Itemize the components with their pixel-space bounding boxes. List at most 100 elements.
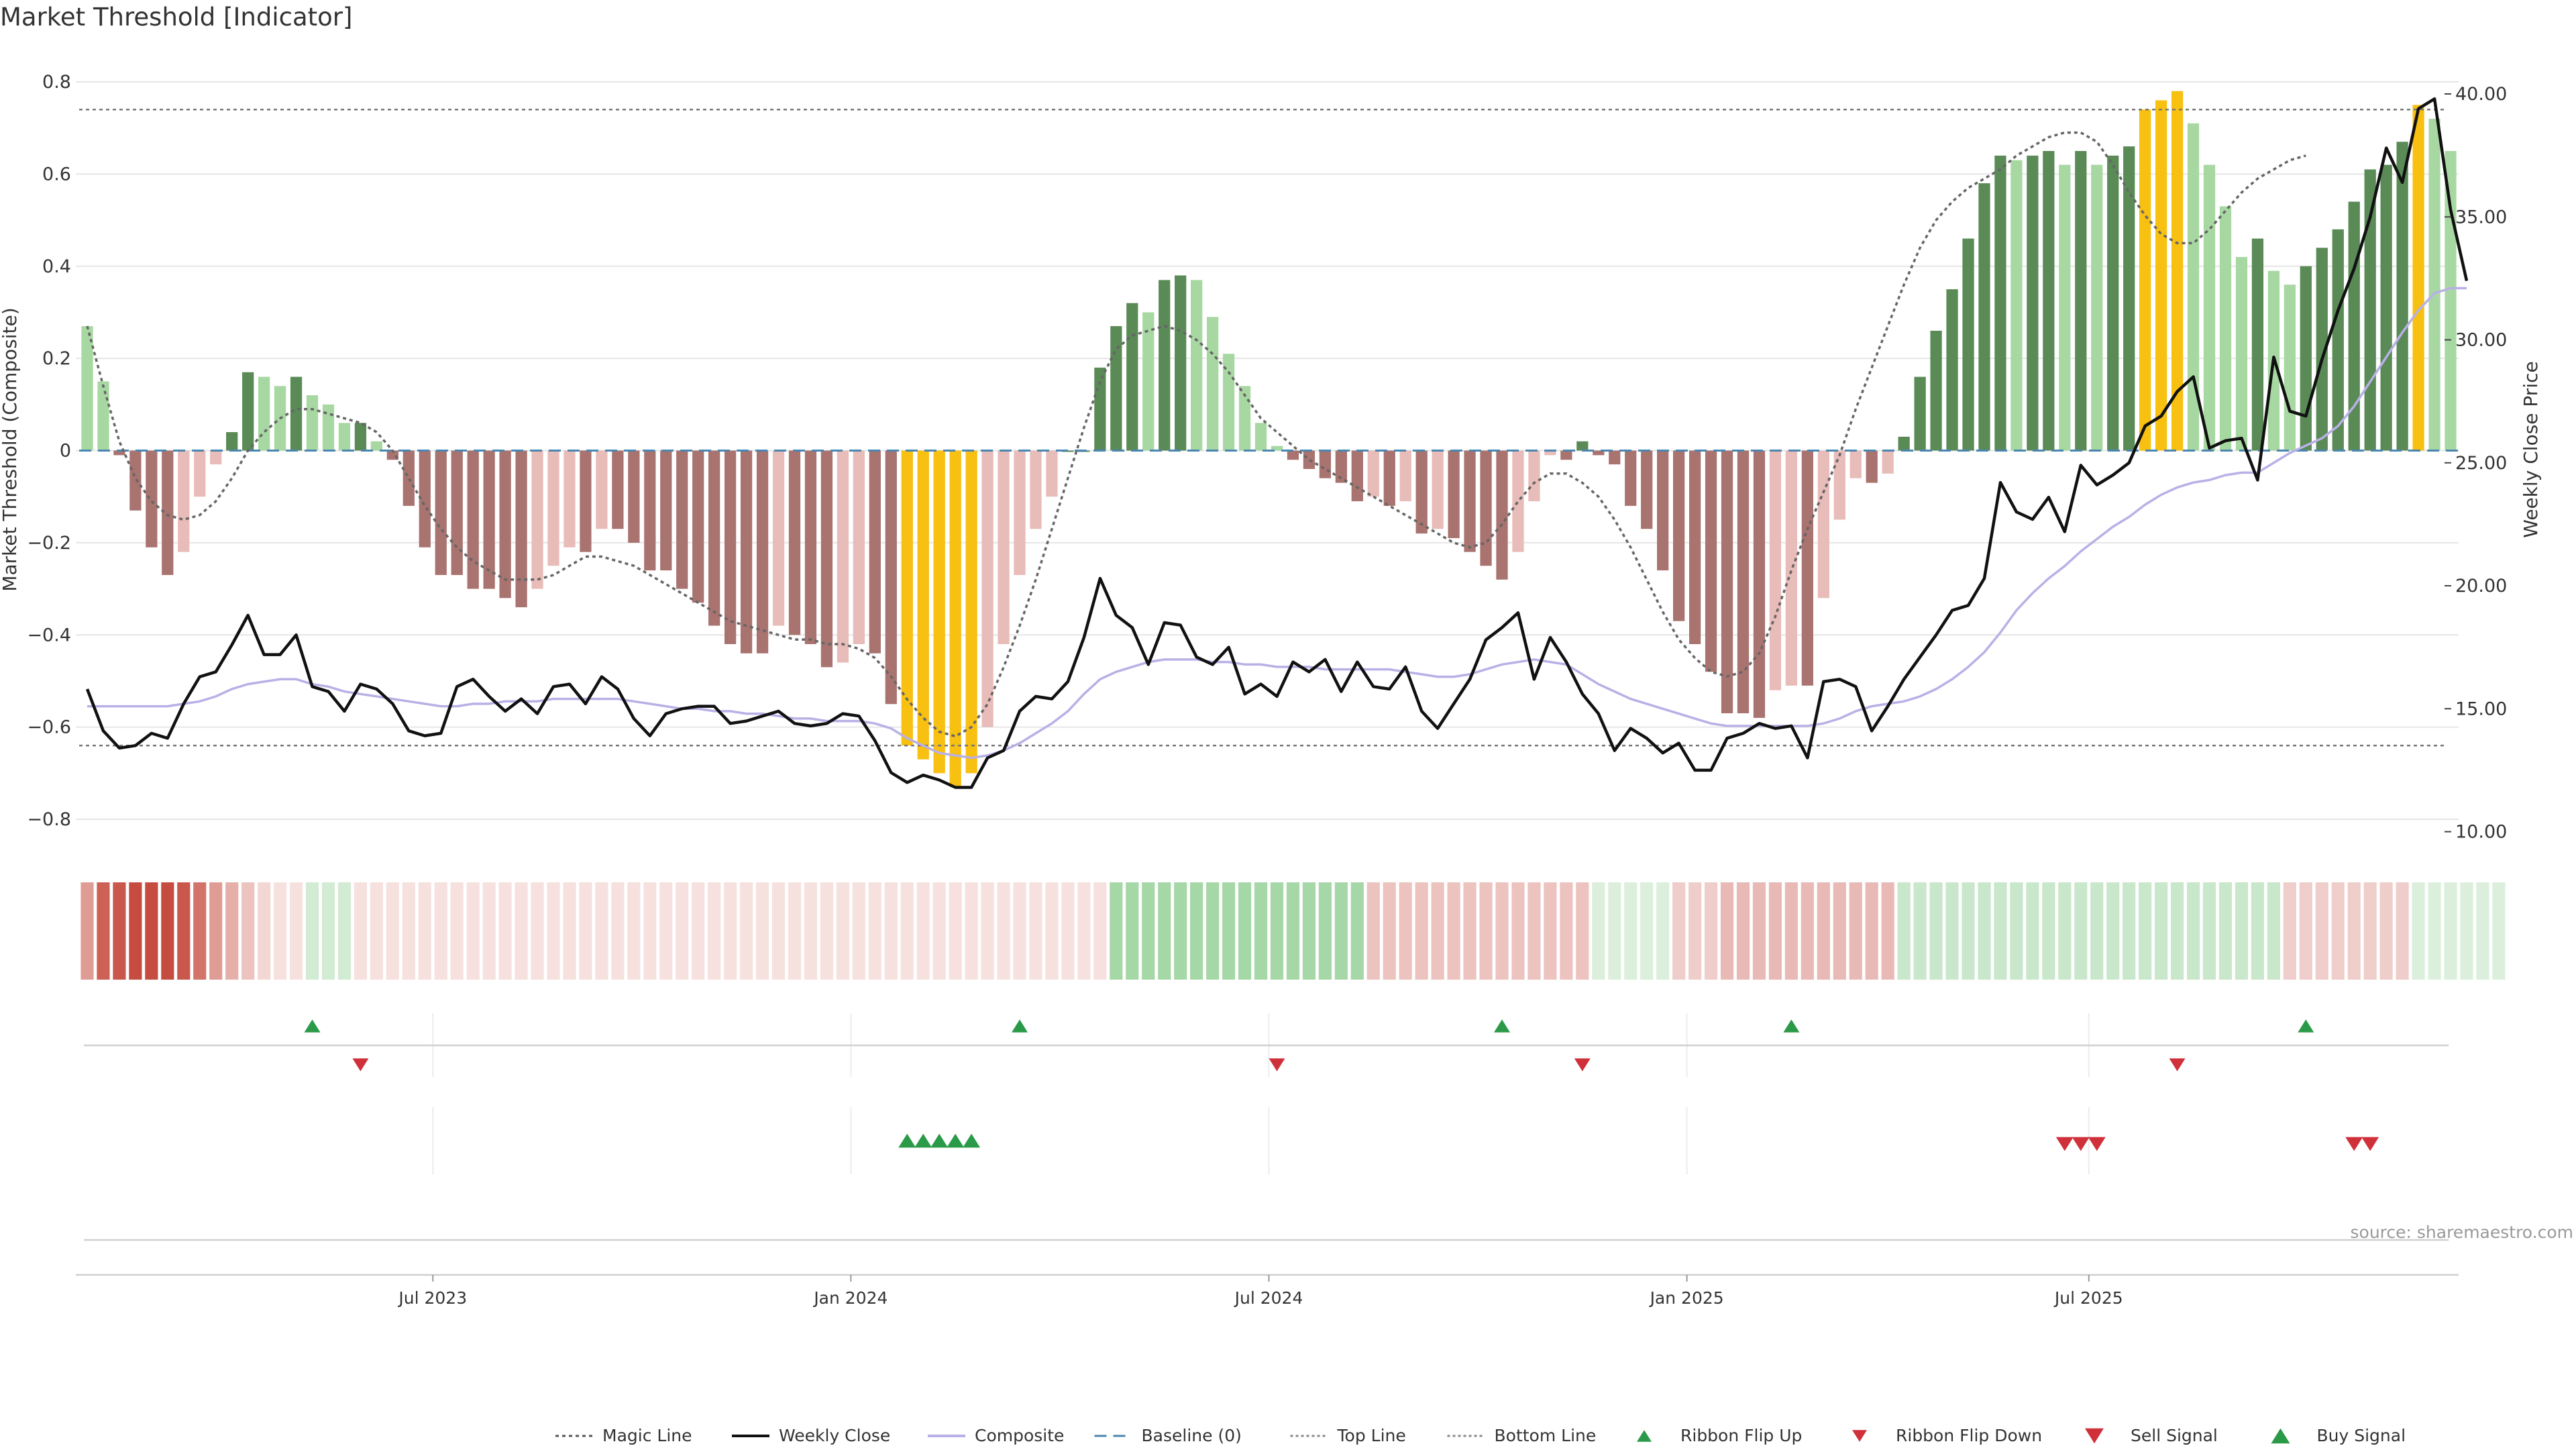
composite-bar <box>2235 257 2248 451</box>
composite-bar <box>322 404 335 451</box>
ribbon-cell <box>129 882 142 980</box>
composite-bar <box>435 450 447 575</box>
composite-bar <box>162 450 174 575</box>
composite-bar <box>756 450 769 654</box>
ribbon-cell <box>1527 882 1541 980</box>
ribbon-cell <box>1768 882 1782 980</box>
legend-item: Buy Signal <box>2271 1426 2406 1445</box>
composite-bar <box>2364 169 2376 451</box>
legend-label: Weekly Close <box>779 1426 890 1445</box>
ribbon-flip-down-marker <box>352 1058 369 1072</box>
ribbon-cell <box>771 882 786 980</box>
ribbon-cell <box>692 882 705 980</box>
composite-bar <box>965 450 977 774</box>
composite-bar <box>2203 164 2216 451</box>
composite-bar <box>1914 376 1926 451</box>
ribbon-cell <box>868 882 881 980</box>
composite-bar <box>949 450 961 787</box>
composite-bar <box>1030 450 1042 529</box>
ribbon-cell <box>2347 882 2361 980</box>
composite-bar <box>804 450 817 644</box>
composite-bar <box>2428 118 2440 451</box>
composite-bar <box>2091 164 2103 451</box>
ribbon-cell <box>177 882 191 980</box>
sell-signal-marker <box>2072 1137 2090 1151</box>
composite-bar <box>1625 450 1637 506</box>
ribbon-flip-down-marker <box>1269 1058 1285 1072</box>
ribbon-cell <box>1592 882 1605 980</box>
composite-bar <box>1191 280 1203 451</box>
left-tick-label: 0.8 <box>42 72 71 93</box>
composite-bar <box>1866 450 1878 483</box>
x-axis: Jul 2023 Jan 2024 Jul 2024 Jan 2025 Jul 2025 <box>76 1274 2459 1308</box>
ribbon-cell <box>932 882 946 980</box>
sell-signal-marker <box>2345 1137 2363 1151</box>
composite-bar <box>676 450 688 589</box>
ribbon-cell <box>1383 882 1396 980</box>
composite-bar <box>596 450 608 529</box>
ribbon-cell <box>547 882 560 980</box>
composite-bar <box>1593 450 1605 456</box>
ribbon-cell <box>1913 882 1927 980</box>
ribbon-flip-up-marker <box>1783 1019 1800 1033</box>
ribbon-cell <box>724 882 737 980</box>
ribbon-cell <box>193 882 207 980</box>
ribbon-cell <box>1560 882 1573 980</box>
ribbon-cell <box>1206 882 1220 980</box>
ribbon-cell <box>1479 882 1493 980</box>
ribbon-cell <box>2235 882 2249 980</box>
ribbon-cell <box>2202 882 2216 980</box>
ribbon-cell <box>2186 882 2200 980</box>
composite-bar <box>129 450 142 511</box>
ribbon-cell <box>1013 882 1026 980</box>
ribbon-cell <box>466 882 480 980</box>
legend-swatch <box>2085 1428 2104 1444</box>
composite-bar <box>1994 155 2006 451</box>
ribbon-cell <box>1962 882 1975 980</box>
ribbon-cell <box>97 882 110 980</box>
composite-bar <box>2010 160 2023 451</box>
ribbon-cell <box>418 882 431 980</box>
right-tick-label: 15.00 <box>2455 698 2507 719</box>
ribbon-cell <box>611 882 625 980</box>
ribbon-flip-up-marker <box>1012 1019 1028 1033</box>
composite-bar <box>1560 450 1572 460</box>
ribbon-cell <box>1286 882 1300 980</box>
composite-bar <box>1383 450 1395 506</box>
ribbon-cell <box>949 882 962 980</box>
composite-bar <box>2412 105 2424 451</box>
composite-bar <box>788 450 801 635</box>
composite-bar <box>338 423 351 451</box>
right-tick-label: 30.00 <box>2455 330 2507 351</box>
right-tick-label: 25.00 <box>2455 453 2507 474</box>
ribbon-cell <box>579 882 592 980</box>
legend-swatch <box>1852 1430 1867 1442</box>
ribbon-cell <box>1849 882 1862 980</box>
composite-bar <box>1496 450 1508 580</box>
ribbon-cell <box>1431 882 1444 980</box>
composite-bar <box>1673 450 1685 621</box>
composite-bar <box>2075 151 2087 451</box>
composite-bar <box>2107 155 2119 451</box>
ribbon-cell <box>402 882 415 980</box>
composite-bar <box>1206 317 1219 451</box>
ribbon-cell <box>676 882 689 980</box>
composite-bar <box>1753 450 1766 718</box>
composite-bar <box>370 441 383 451</box>
ribbon-cell <box>1752 882 1766 980</box>
ribbon-cell <box>1254 882 1268 980</box>
composite-bar <box>1576 441 1589 451</box>
ribbon-cell <box>1302 882 1316 980</box>
composite-bar <box>1448 450 1460 539</box>
buy-signal-marker <box>947 1133 965 1148</box>
ribbon-cell <box>1865 882 1878 980</box>
ribbon-cell <box>1978 882 1991 980</box>
right-tick-label: 10.00 <box>2455 822 2507 843</box>
ribbon-cell <box>1495 882 1509 980</box>
ribbon-cell <box>2315 882 2328 980</box>
ribbon-cell <box>2058 882 2072 980</box>
ribbon-cell <box>321 882 335 980</box>
legend-item: Sell Signal <box>2085 1426 2218 1445</box>
ribbon-cell <box>2139 882 2152 980</box>
ribbon-cell <box>2363 882 2377 980</box>
